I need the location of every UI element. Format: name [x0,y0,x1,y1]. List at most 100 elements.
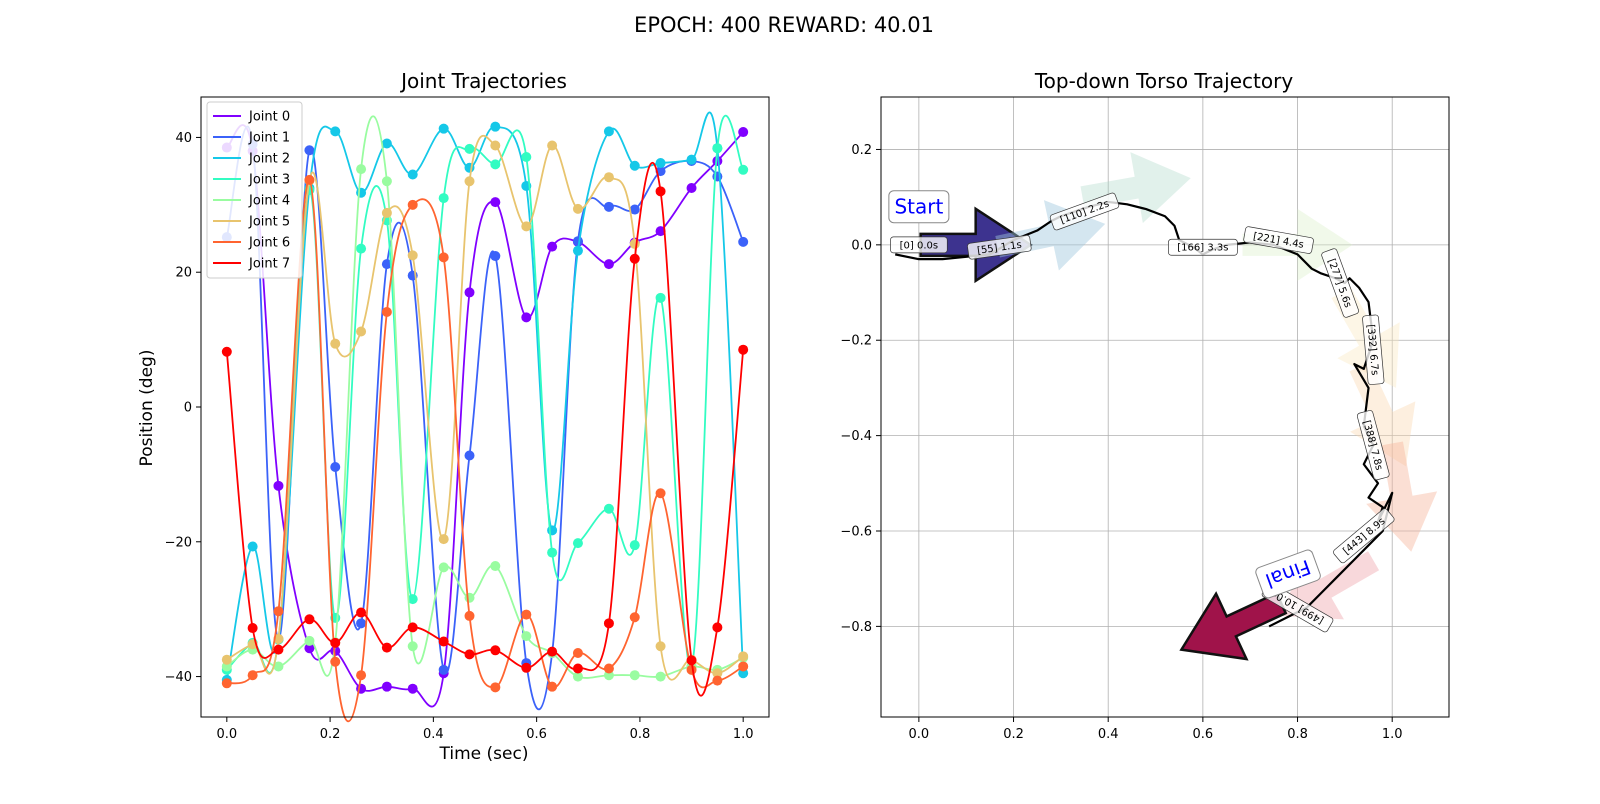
joint-data-point [356,670,367,681]
joint-data-point [464,649,475,660]
joint-data-point [247,670,258,681]
left-x-tick-label: 0.4 [423,727,444,742]
waypoint-label-box [1362,314,1385,385]
joint-data-point [603,201,614,212]
joint-data-point [603,618,614,629]
joint-data-point [330,645,341,656]
joint-data-point [304,174,315,185]
joint-series-line [225,111,745,681]
legend-label: Joint 4 [248,194,290,209]
joint-data-point [381,306,392,317]
joint-data-point [629,204,640,215]
joint-data-point [356,607,367,618]
joint-data-point [655,226,666,237]
left-y-tick-label: −40 [165,670,192,685]
joint-data-point [521,151,532,162]
waypoint-label-box [1356,410,1390,481]
joint-data-point [438,636,449,647]
left-x-tick-label: 1.0 [733,727,754,742]
joint-data-point [381,207,392,218]
left-y-axis-label: Position (deg) [137,350,157,467]
joint-data-point [356,618,367,629]
joint-data-point [464,287,475,298]
joint-data-point [738,651,749,662]
joint-data-point [521,662,532,673]
legend-label: Joint 3 [248,173,290,188]
joint-data-point [356,243,367,254]
waypoint-label: [166] 3.3s [1168,238,1238,256]
heading-arrow-shape [1080,152,1191,224]
right-y-tick-label: −0.2 [840,334,872,349]
joint-data-point [407,169,418,180]
joint-data-point [655,671,666,682]
joint-data-point [738,127,749,138]
right-x-tick-label: 0.6 [1193,727,1214,742]
joint-data-point [273,606,284,617]
joint-data-point [655,641,666,652]
joint-data-point [464,143,475,154]
joint-data-point [521,609,532,620]
waypoint-label-text: [0] 0.0s [900,240,938,251]
joint-data-point [603,126,614,137]
waypoint-label-box [890,236,948,254]
legend-label: Joint 5 [248,215,290,230]
waypoint-label-box [1049,192,1120,231]
joint-data-point [629,253,640,264]
right-x-tick-label: 0.8 [1287,727,1308,742]
joint-data-point [547,525,558,536]
legend-label: Joint 0 [248,110,290,125]
joint-data-point [381,681,392,692]
joint-data-point [438,193,449,204]
joint-data-point [572,671,583,682]
waypoint-label-text: [166] 3.3s [1177,243,1228,254]
joint-data-point [438,562,449,573]
left-plot-frame [200,96,770,718]
joint-data-point [330,461,341,472]
joint-data-point [490,197,501,208]
joint-data-point [221,346,232,357]
joint-data-point [490,121,501,132]
start-label-text: Start [894,195,943,219]
waypoint-label-text: [332] 6.7s [1365,324,1380,376]
joint-trajectories-panel: Joint Trajectories Time (sec) Position (… [137,69,770,764]
left-x-tick-label: 0.0 [216,727,237,742]
joint-data-point [521,631,532,642]
joint-data-point [438,252,449,263]
joint-data-point [247,541,258,552]
joint-data-point [438,123,449,134]
left-panel-title: Joint Trajectories [399,69,567,93]
left-legend: Joint 0 Joint 1 Joint 2 Joint 3 Joint 4 Joint… [206,101,303,279]
heading-arrow-faded [1366,441,1438,552]
right-x-tick-label: 0.2 [1003,727,1024,742]
joint-data-point [629,540,640,551]
joint-data-point [330,338,341,349]
left-x-tick-label: 0.8 [630,727,651,742]
waypoint-label: [221] 4.4s [1243,226,1314,254]
joint-data-point [521,221,532,232]
joint-data-point [572,203,583,214]
left-y-tick-label: 0 [184,401,192,416]
joint-data-point [407,594,418,605]
joint-data-point [356,326,367,337]
joint-data-point [603,503,614,514]
heading-arrow-faded [1080,152,1191,224]
joint-data-point [629,670,640,681]
joint-data-point [304,145,315,156]
joint-data-point [273,661,284,672]
right-y-tick-label: −0.6 [840,525,872,540]
joint-data-point [490,645,501,656]
joint-data-point [603,663,614,674]
joint-data-point [407,250,418,261]
right-y-tick-label: 0.0 [851,238,872,253]
final-label-box [1255,549,1321,599]
joint-data-point [381,642,392,653]
joint-data-point [330,637,341,648]
waypoint-label: [0] 0.0s [890,236,948,254]
joint-data-point [407,199,418,210]
joint-data-point [304,614,315,625]
legend-label: Joint 6 [248,236,290,251]
legend-label: Joint 2 [248,152,290,167]
joint-data-point [547,646,558,657]
